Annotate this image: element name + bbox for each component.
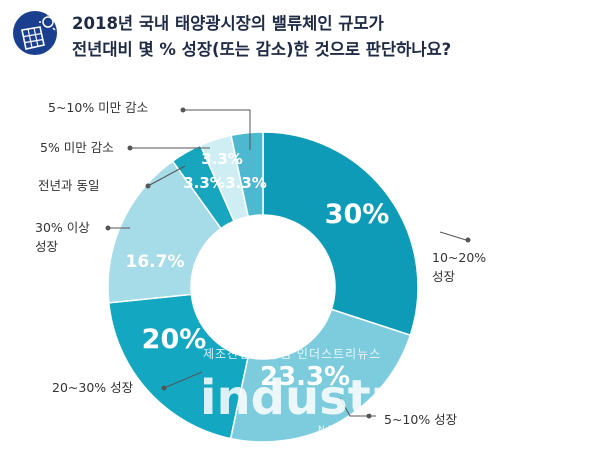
category-label: 30% 이상 xyxy=(35,220,90,235)
slice-value-label: 20% xyxy=(142,324,207,355)
watermark-line3: NEWS xyxy=(318,425,357,435)
slice-value-label: 3.3% xyxy=(183,174,225,192)
slice-value-label: 3.3% xyxy=(225,174,267,192)
category-label: 5~10% 미만 감소 xyxy=(48,100,148,115)
leader-lines xyxy=(105,107,471,419)
donut-slices xyxy=(107,131,419,443)
slice-value-label: 16.7% xyxy=(126,252,185,272)
leader-dot xyxy=(105,225,111,231)
donut-slice xyxy=(107,293,249,440)
donut-slice xyxy=(229,308,412,443)
category-label: 10~20% xyxy=(432,250,486,265)
watermark-line2: industry xyxy=(200,370,426,426)
leader-line xyxy=(439,231,467,241)
category-label: 5% 미만 감소 xyxy=(40,140,114,155)
chart-title-line2: 전년대비 몇 % 성장(또는 감소)한 것으로 판단하나요? xyxy=(72,40,451,59)
slice-value-label: 23.3% xyxy=(260,362,350,392)
watermark-line1: 제조산업의 중심 인더스트리뉴스 xyxy=(203,347,381,361)
slice-value-label: 30% xyxy=(325,199,390,230)
chart-title-line1: 2018년 국내 태양광시장의 밸류체인 규모가 xyxy=(72,14,384,33)
donut-slice xyxy=(107,160,223,304)
donut-slice xyxy=(262,131,419,337)
solar-panel-icon xyxy=(13,11,57,55)
value-labels: 30%23.3%20%16.7%3.3%3.3%3.3% xyxy=(126,150,390,392)
category-label: 20~30% 성장 xyxy=(52,380,134,395)
donut-slice xyxy=(230,131,264,218)
leader-dot xyxy=(465,237,471,243)
leader-dot xyxy=(127,145,133,151)
leader-dot xyxy=(180,107,186,113)
leader-dot xyxy=(161,385,167,391)
category-label: 5~10% 성장 xyxy=(384,412,458,427)
leader-line xyxy=(147,165,186,187)
watermark: 제조산업의 중심 인더스트리뉴스 industry NEWS xyxy=(200,347,426,435)
leader-line xyxy=(163,371,203,389)
leader-line xyxy=(183,109,251,150)
category-label: 성장 xyxy=(35,239,59,254)
slice-value-label: 3.3% xyxy=(201,150,243,168)
leader-dot xyxy=(145,183,151,189)
category-label: 성장 xyxy=(432,269,456,284)
leader-dot xyxy=(366,413,372,419)
category-label: 전년과 동일 xyxy=(38,178,99,193)
